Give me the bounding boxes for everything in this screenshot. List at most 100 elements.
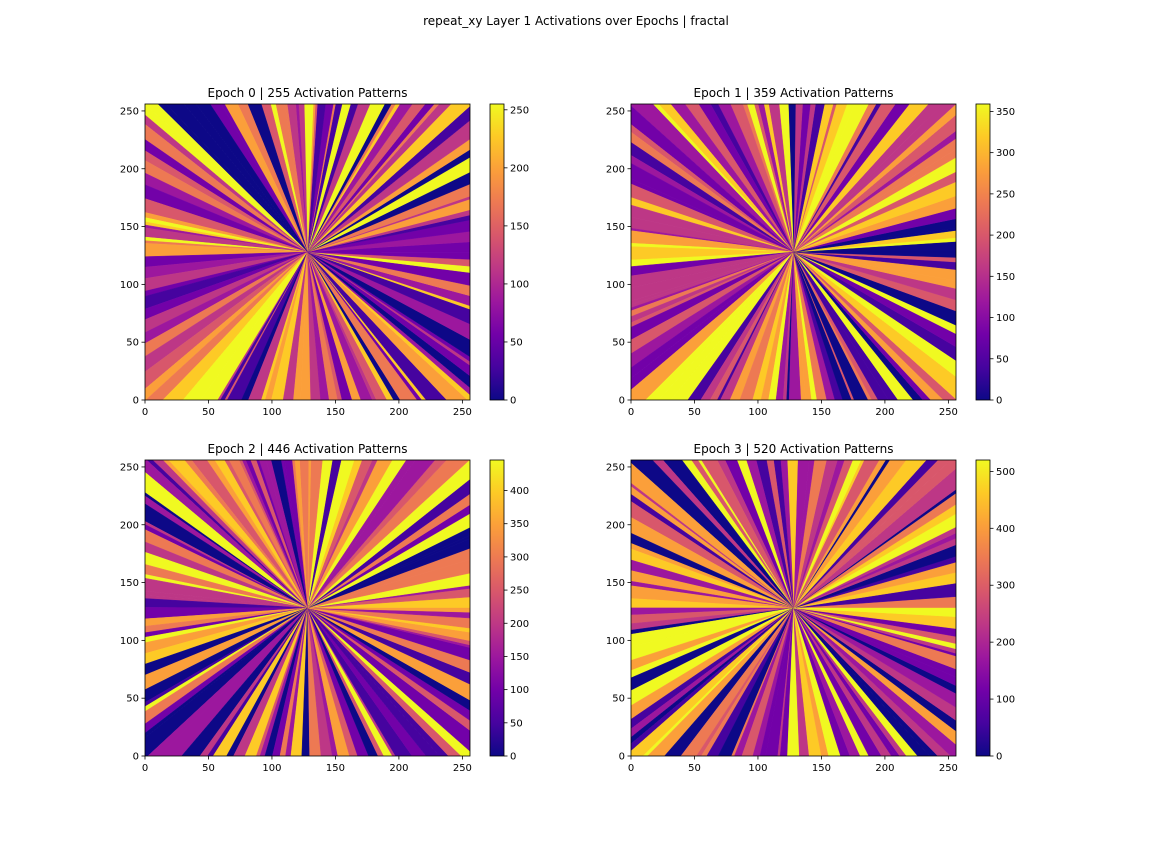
heatmap-wedge [304,104,314,253]
heatmap-wedge [793,460,865,609]
heatmap-wedge [271,251,308,400]
colorbar [975,103,991,401]
heatmap-wedge [706,607,794,756]
x-tick-label: 50 [202,763,215,774]
heatmap-wedge [741,607,794,756]
heatmap-wedge [645,251,794,400]
y-tick-label: 50 [612,694,625,705]
x-tick-label: 150 [812,407,831,418]
heatmap-wedge [307,251,470,396]
heatmap-wedge [793,104,910,253]
heatmap-wedge [307,607,470,619]
heatmap-wedge [147,607,308,756]
heatmap-wedge [752,607,794,756]
x-tick-label: 200 [389,763,408,774]
heatmap-wedge [307,607,470,613]
colorbar-tick-label: 200 [510,163,529,174]
heatmap-wedge [793,460,907,609]
colorbar-tick-label: 200 [996,638,1015,649]
heatmap-wedge [793,460,939,609]
y-tick-label: 0 [619,752,625,763]
heatmap-wedge [788,251,802,400]
heatmap-wedge [765,607,794,756]
axes-frame [144,459,471,757]
heatmap-image [631,104,956,400]
heatmap-wedge [307,251,470,297]
heatmap-wedge [307,607,470,701]
heatmap-wedge [793,607,956,721]
heatmap-wedge [734,607,794,756]
heatmap-image [145,104,470,400]
heatmap-wedge [307,251,470,388]
heatmap-wedge [631,243,794,253]
heatmap-wedge [307,460,407,609]
heatmap-wedge [793,607,956,657]
heatmap-wedge [307,104,351,253]
colorbar-tick-label: 150 [510,221,529,232]
heatmap-wedge [701,607,794,756]
heatmap-wedge [285,607,308,756]
heatmap-wedge [159,607,308,756]
heatmap-wedge [145,460,308,609]
heatmap-wedge [793,460,838,609]
heatmap-wedge [788,104,796,253]
heatmap-wedge [307,460,378,609]
y-tick-label: 50 [126,694,139,705]
heatmap-wedge [631,124,794,253]
heatmap-wedge [145,139,308,253]
subplot-title: Epoch 2 | 446 Activation Patterns [208,442,408,456]
colorbar-tick-label: 50 [510,718,523,729]
colorbar-tick-label: 250 [996,189,1015,200]
heatmap-wedge [307,104,348,253]
heatmap-wedge [631,142,794,253]
heatmap-wedge [145,564,308,609]
heatmap-wedge [307,607,470,685]
figure-title: repeat_xy Layer 1 Activations over Epoch… [423,14,729,28]
heatmap-wedge [307,104,470,253]
heatmap-wedge [631,585,794,609]
heatmap-wedge [145,521,308,609]
heatmap-wedge [631,216,794,253]
heatmap-wedge [631,532,794,609]
heatmap-wedge [145,198,308,253]
heatmap-wedge [307,104,318,253]
heatmap-wedge [793,460,890,609]
heatmap-wedge [793,460,810,609]
heatmap-wedge [261,251,308,400]
heatmap-wedge [631,246,794,261]
heatmap-wedge [631,204,794,253]
x-tick-label: 100 [748,407,767,418]
heatmap-wedge [793,460,927,609]
heatmap-wedge [793,104,811,253]
heatmap-wedge [793,607,956,745]
heatmap-wedge [282,251,308,400]
heatmap-wedge [307,104,413,253]
heatmap-wedge [768,251,794,400]
y-tick-label: 100 [606,280,625,291]
heatmap-wedge [307,460,416,609]
x-tick-label: 100 [262,407,281,418]
heatmap-wedge [631,163,794,253]
heatmap-wedge [793,607,956,678]
heatmap-wedge [793,104,834,253]
colorbar-tick-label: 100 [510,685,529,696]
heatmap-wedge [307,607,470,631]
heatmap-wedge [631,228,794,253]
heatmap-wedge [145,172,308,253]
colorbar-tick-label: 350 [996,107,1015,118]
colorbar-tick-label: 250 [510,586,529,597]
subplot-epoch-2: Epoch 2 | 446 Activation Patterns 0 50 100 1… [120,442,529,774]
heatmap-wedge [145,217,308,253]
heatmap-wedge [631,251,794,400]
heatmap-wedge [793,251,956,312]
heatmap-wedge [265,251,308,400]
heatmap-wedge [793,460,853,609]
heatmap-wedge [145,607,308,756]
heatmap-wedge [145,594,308,609]
heatmap-wedge [793,251,956,377]
y-tick-label: 50 [126,338,139,349]
heatmap-wedge [759,607,794,756]
heatmap-wedge [307,251,470,358]
y-tick-label: 100 [120,280,139,291]
subplot-epoch-0: Epoch 0 | 255 Activation Patterns 0 50 100 1… [120,86,529,418]
